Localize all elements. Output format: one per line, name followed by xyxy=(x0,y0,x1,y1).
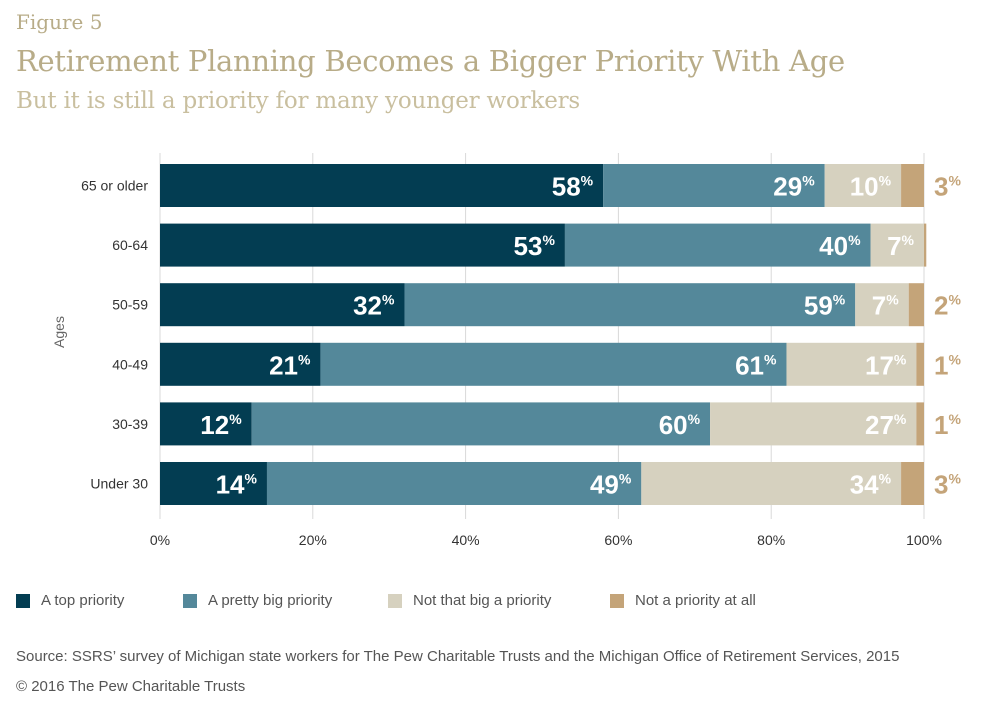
bar-segment xyxy=(870,223,924,267)
category-label: 50-59 xyxy=(112,297,148,313)
x-tick-label: 40% xyxy=(452,532,480,548)
x-tick-label: 20% xyxy=(299,532,327,548)
data-label: 1% xyxy=(934,350,961,380)
x-tick-label: 80% xyxy=(757,532,785,548)
copyright: © 2016 The Pew Charitable Trusts xyxy=(16,678,246,695)
data-label: 3% xyxy=(934,470,961,500)
bar-segment xyxy=(404,283,856,327)
category-label: 65 or older xyxy=(81,178,148,194)
x-tick-label: 100% xyxy=(906,532,942,548)
bar-segment xyxy=(320,342,787,386)
legend-item-top-priority: A top priority xyxy=(16,592,124,609)
bar-segment xyxy=(603,164,825,207)
bar-segment xyxy=(786,342,917,386)
data-label: 14% xyxy=(216,470,258,500)
data-label: 2% xyxy=(934,291,961,321)
legend-swatch xyxy=(610,593,624,608)
legend: A top priority A pretty big priority Not… xyxy=(0,592,990,614)
legend-label: Not a priority at all xyxy=(635,592,756,609)
data-label: 1% xyxy=(934,410,961,440)
category-label: 40-49 xyxy=(112,356,148,372)
bar-segment xyxy=(924,223,927,267)
bar-segment xyxy=(564,223,871,267)
y-axis-label: Ages xyxy=(51,316,67,348)
legend-swatch xyxy=(388,593,402,608)
legend-swatch xyxy=(16,593,30,608)
bar-segment xyxy=(160,462,267,505)
x-tick-label: 0% xyxy=(150,532,170,548)
x-tick-label: 60% xyxy=(604,532,632,548)
legend-label: A top priority xyxy=(41,592,125,609)
bar-segment xyxy=(160,283,405,327)
data-label: 7% xyxy=(887,231,914,261)
legend-item-pretty-big-priority: A pretty big priority xyxy=(183,592,332,609)
category-label: 60-64 xyxy=(112,237,148,253)
bar-segment xyxy=(908,283,924,327)
data-label: 32% xyxy=(353,291,395,321)
data-label: 60% xyxy=(659,410,701,440)
bar-segment xyxy=(916,342,924,386)
source-note: Source: SSRS’ survey of Michigan state w… xyxy=(16,648,900,665)
bar-segment xyxy=(160,164,604,207)
bar-segment xyxy=(901,164,924,207)
legend-item-not-that-big-priority: Not that big a priority xyxy=(388,592,551,609)
bar-segment xyxy=(641,462,902,505)
legend-label: Not that big a priority xyxy=(413,592,552,609)
bar-segment xyxy=(824,164,902,207)
data-label: 3% xyxy=(934,172,961,202)
bar-segment xyxy=(160,342,321,386)
data-label: 61% xyxy=(735,350,777,380)
figure-label: Figure 5 xyxy=(16,10,103,34)
legend-swatch xyxy=(183,593,197,608)
chart-title: Retirement Planning Becomes a Bigger Pri… xyxy=(16,44,845,78)
bar-segment xyxy=(266,462,642,505)
legend-item-not-priority-at-all: Not a priority at all xyxy=(610,592,756,609)
legend-label: A pretty big priority xyxy=(208,592,333,609)
bar-segment xyxy=(160,402,252,446)
bar-segment xyxy=(710,402,917,446)
bar-segment xyxy=(916,402,924,446)
category-label: 30-39 xyxy=(112,416,148,432)
category-label: Under 30 xyxy=(90,476,148,492)
bar-segment xyxy=(855,283,909,327)
bar-segment xyxy=(251,402,711,446)
bar-segment xyxy=(901,462,924,505)
chart-subtitle: But it is still a priority for many youn… xyxy=(16,88,581,114)
bar-segment xyxy=(160,223,565,267)
